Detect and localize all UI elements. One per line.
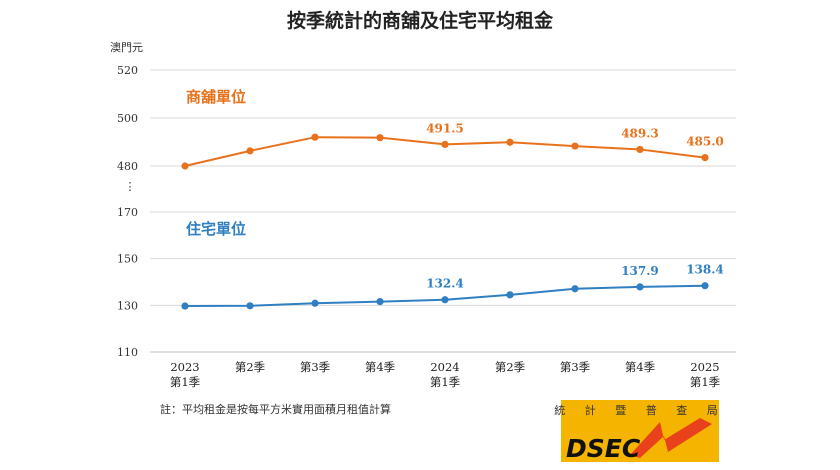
series-label: 商舖單位	[186, 88, 246, 106]
data-point	[506, 291, 514, 299]
footnote: 註：平均租金是按每平方米實用面積月租值計算	[160, 402, 391, 416]
y-tick-label: 500	[117, 112, 138, 125]
data-label: 485.0	[686, 135, 724, 149]
x-tick-label: 2023	[170, 360, 199, 374]
data-point	[181, 302, 189, 310]
data-label: 137.9	[621, 264, 659, 278]
x-tick-label: 第2季	[495, 360, 526, 374]
x-tick-label: 第2季	[235, 360, 266, 374]
data-point	[571, 142, 579, 150]
x-tick-label: 2024	[430, 360, 459, 374]
x-tick-label: 第3季	[560, 360, 591, 374]
x-tick-label: 第3季	[300, 360, 331, 374]
logo-text: DSEC	[566, 434, 641, 463]
x-tick-label: 第1季	[430, 375, 461, 389]
x-tick-label: 第1季	[690, 375, 721, 389]
data-point	[246, 302, 254, 310]
data-point	[311, 133, 319, 141]
y-tick-label: 170	[117, 206, 138, 219]
y-tick-label: 480	[117, 160, 138, 173]
y-tick-label: 110	[117, 346, 138, 359]
x-tick-label: 2025	[690, 360, 719, 374]
data-label: 489.3	[621, 126, 659, 140]
data-label: 132.4	[426, 277, 464, 291]
data-point	[636, 145, 644, 154]
data-point	[701, 282, 709, 290]
data-point	[376, 134, 384, 142]
data-point	[636, 283, 644, 291]
data-label: 491.5	[426, 121, 464, 135]
x-tick-label: 第4季	[625, 360, 656, 374]
logo-top-text: 統 計 暨 普 查 局	[554, 403, 725, 417]
logo-bolt-icon	[630, 418, 712, 458]
gridlines	[150, 69, 736, 353]
series: 491.5 489.3 485.0 商舖單位 132.4 137.9 138.4 住宅單位	[181, 88, 724, 310]
dsec-logo: 統 計 暨 普 查 局 DSEC	[554, 400, 725, 463]
y-tick-label: 520	[117, 64, 138, 77]
x-tick-label: 第4季	[365, 360, 396, 374]
data-point	[311, 299, 319, 307]
y-tick-label: 150	[117, 253, 138, 266]
y-axis-unit-label: 澳門元	[110, 41, 143, 54]
data-point	[441, 140, 449, 148]
chart-title: 按季統計的商舖及住宅平均租金	[287, 9, 554, 32]
y-tick-labels: 520 500 480 170 150 130 110	[117, 64, 138, 359]
data-point	[571, 285, 579, 293]
x-tick-label: 第1季	[170, 375, 201, 389]
data-point	[506, 138, 514, 146]
series-label: 住宅單位	[186, 220, 246, 238]
data-point	[441, 296, 449, 304]
y-tick-label: 130	[117, 299, 138, 312]
data-point	[246, 147, 254, 155]
data-point	[701, 154, 709, 162]
data-point	[376, 298, 384, 306]
data-point	[181, 162, 189, 170]
axis-break-marker: ⋮	[125, 180, 136, 193]
data-label: 138.4	[686, 263, 724, 277]
